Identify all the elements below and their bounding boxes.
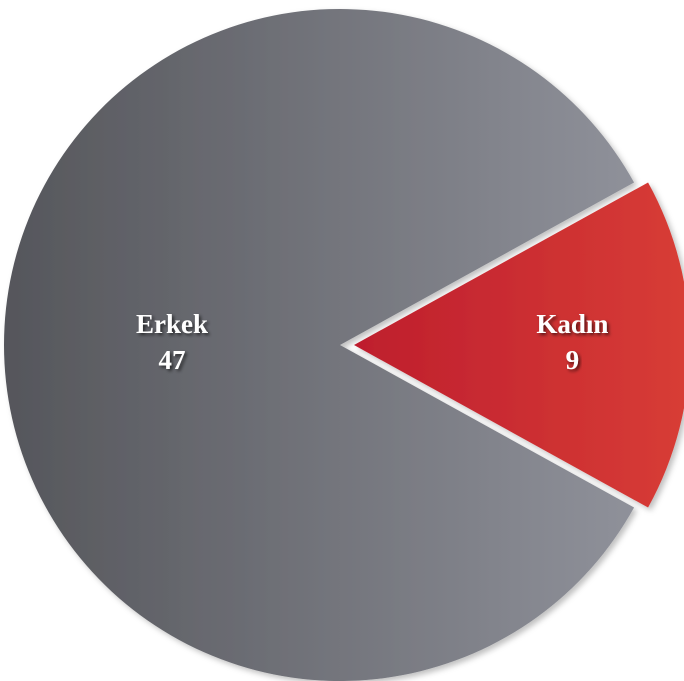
pie-slice	[4, 9, 635, 681]
labels: Erkek 47 Kadın 9	[136, 309, 608, 375]
pie-slice	[354, 182, 684, 508]
slice-value: 9	[566, 345, 580, 375]
slice-label: Kadın	[536, 309, 608, 339]
slice-label: Erkek	[136, 309, 208, 339]
pie	[4, 9, 684, 681]
slice-value: 47	[159, 345, 186, 375]
